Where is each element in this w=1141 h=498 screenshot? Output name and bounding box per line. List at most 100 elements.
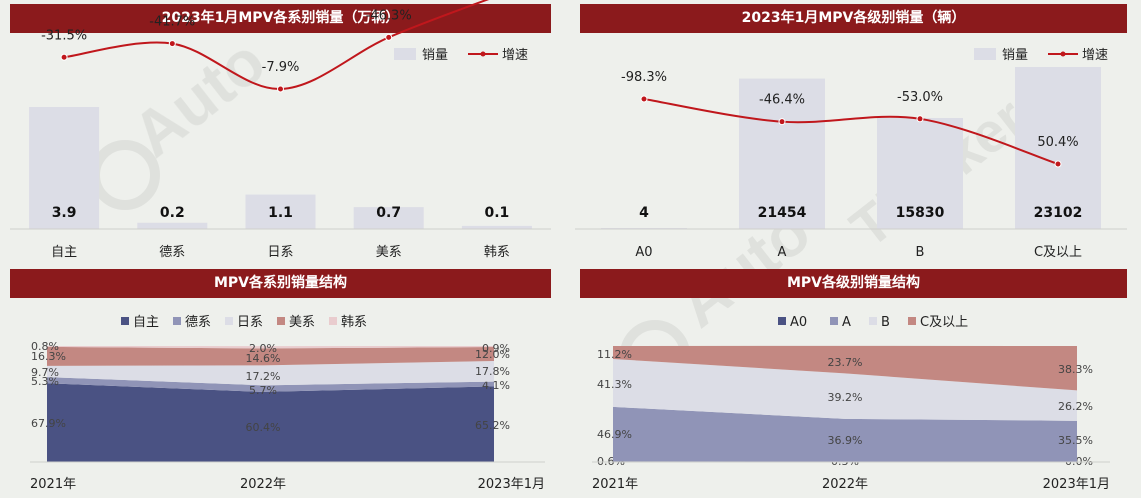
chart3-data-label-3-2: 12.0%: [475, 348, 510, 361]
chart2-growth-label-2: -53.0%: [897, 90, 943, 105]
chart3-x-tick-1: 2022年: [240, 477, 286, 492]
chart4-data-label-2-2: 26.2%: [1058, 400, 1093, 413]
chart2-growth-line: [643, 98, 1059, 165]
chart3-legend-label-2: 日系: [237, 315, 263, 330]
chart3-legend-swatch-4: [329, 317, 337, 325]
chart3-data-label-0-1: 60.4%: [246, 421, 281, 434]
chart3-area-3: [47, 346, 494, 366]
chart1-bar-2: [245, 194, 316, 229]
chart1-growth-label-3: -46.3%: [366, 8, 412, 23]
chart3-legend-label-4: 韩系: [341, 315, 367, 330]
chart3-data-label-1-1: 5.7%: [249, 384, 277, 397]
chart1-growth-label-2: -7.9%: [262, 60, 300, 75]
chart3-legend-label-1: 德系: [185, 315, 211, 330]
chart1-growth-point-1: [168, 40, 176, 48]
chart4-legend-label-2: B: [881, 315, 890, 330]
chart1-category-2: 日系: [267, 245, 293, 260]
chart3-x-tick-0: 2021年: [30, 477, 76, 492]
chart3-data-label-2-2: 17.8%: [475, 365, 510, 378]
chart2-category-1: A: [778, 245, 787, 260]
chart2-legend-bar-swatch: [974, 48, 996, 60]
chart1-bar-3: [353, 207, 424, 229]
chart3-data-label-0-2: 65.2%: [475, 419, 510, 432]
chart4-title: MPV各级别销量结构: [580, 269, 1127, 298]
chart3-legend-swatch-1: [173, 317, 181, 325]
chart2-bar-3: [1015, 67, 1101, 229]
chart3-area-2: [47, 360, 494, 386]
chart2-bar-label-2: 15830: [896, 205, 945, 221]
chart2-bar-2: [877, 117, 963, 229]
chart4-legend-swatch-3: [908, 317, 916, 325]
chart3-data-label-4-1: 2.0%: [249, 342, 277, 355]
chart1-bar-label-3: 0.7: [376, 205, 401, 221]
chart3-legend-swatch-3: [277, 317, 285, 325]
chart3-data-label-3-0: 16.3%: [31, 350, 66, 363]
chart3-title: MPV各系别销量结构: [10, 269, 551, 298]
chart4-legend-label-0: A0: [790, 315, 807, 330]
chart2-growth-point-1: [778, 118, 786, 126]
chart2-legend-line-marker: [1060, 51, 1066, 57]
chart3-legend-label-0: 自主: [133, 315, 159, 330]
chart4-data-label-1-2: 35.5%: [1058, 434, 1093, 447]
chart3-legend-label-3: 美系: [289, 315, 315, 330]
chart2-growth-point-2: [916, 115, 924, 123]
chart4-legend-swatch-2: [869, 317, 877, 325]
chart1-category-0: 自主: [51, 245, 77, 260]
chart4-legend-swatch-0: [778, 317, 786, 325]
chart4-data-label-3-0: 11.2%: [597, 348, 632, 361]
chart2-growth-label-3: 50.4%: [1037, 135, 1078, 150]
chart3-area-0: [47, 383, 494, 462]
chart2-bar-label-1: 21454: [758, 205, 807, 221]
chart3-data-label-0-0: 67.9%: [31, 417, 66, 430]
chart4-data-label-2-1: 39.2%: [828, 391, 863, 404]
chart1-legend-growth-label: 增速: [502, 48, 528, 63]
chart1-legend-line-marker: [480, 51, 486, 57]
chart4-legend-label-1: A: [842, 315, 851, 330]
chart1-category-4: 韩系: [484, 245, 510, 260]
chart2-growth-point-3: [1054, 160, 1062, 168]
chart3-data-label-4-2: 0.9%: [482, 342, 510, 355]
chart3-data-label-1-0: 5.3%: [31, 375, 59, 388]
chart3-data-label-2-1: 17.2%: [246, 370, 281, 383]
chart4-legend-swatch-1: [830, 317, 838, 325]
chart4-data-label-2-0: 41.3%: [597, 378, 632, 391]
chart4-area-1: [613, 406, 1077, 462]
chart1-bar-0: [29, 107, 100, 229]
chart2-growth-label-1: -46.4%: [759, 93, 805, 108]
chart3-data-label-1-2: 4.1%: [482, 379, 510, 392]
chart2-growth-point-0: [640, 95, 648, 103]
chart1-growth-label-0: -31.5%: [41, 28, 87, 43]
chart1-growth-point-2: [277, 85, 284, 93]
chart4-x-tick-0: 2021年: [592, 477, 638, 492]
chart3-data-label-3-1: 14.6%: [246, 352, 281, 365]
chart1-bar-label-2: 1.1: [268, 205, 293, 221]
chart1-bar-label-1: 0.2: [160, 205, 185, 221]
chart2-category-2: B: [916, 245, 925, 260]
chart4-x-tick-1: 2022年: [822, 477, 868, 492]
chart4-x-tick-2: 2023年1月: [1043, 477, 1110, 492]
chart2-category-0: A0: [635, 245, 652, 260]
chart2-legend-growth-label: 增速: [1082, 48, 1108, 63]
chart2-title: 2023年1月MPV各级别销量（辆）: [580, 4, 1127, 33]
chart2-legend-sales-label: 销量: [1002, 48, 1028, 63]
chart1-growth-label-1: -41.7%: [149, 15, 195, 30]
chart2-bar-label-3: 23102: [1034, 205, 1083, 221]
chart3-legend-swatch-2: [225, 317, 233, 325]
chart1-legend-bar-swatch: [394, 48, 416, 60]
chart1-bar-4: [461, 225, 532, 229]
chart4-data-label-1-1: 36.9%: [828, 434, 863, 447]
chart3-area-1: [47, 377, 494, 392]
chart3-area-4: [47, 346, 494, 349]
chart4-area-2: [613, 358, 1077, 421]
chart1-growth-point-3: [385, 33, 393, 41]
chart4-data-label-3-1: 23.7%: [828, 356, 863, 369]
chart1-growth-point-0: [60, 53, 68, 61]
chart1-legend-sales-label: 销量: [422, 48, 448, 63]
chart1-bar-label-0: 3.9: [52, 205, 77, 221]
chart4-area-3: [613, 345, 1077, 391]
chart1-category-1: 德系: [159, 245, 185, 260]
chart2-bar-label-0: 4: [639, 205, 649, 221]
